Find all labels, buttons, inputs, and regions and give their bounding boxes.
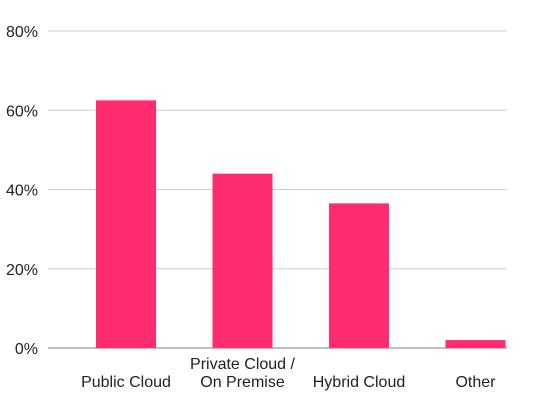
x-category-label: Public Cloud <box>81 374 171 391</box>
bar <box>445 340 506 348</box>
x-category-label: Hybrid Cloud <box>313 374 405 391</box>
bars <box>96 100 506 348</box>
x-category-label-line: Private Cloud / <box>190 356 295 373</box>
x-axis-category-labels: Public Cloud Private Cloud / On Premise Hyb… <box>81 356 496 391</box>
bar <box>212 173 273 348</box>
y-tick-label: 0% <box>15 341 38 358</box>
y-tick-label: 60% <box>6 103 38 120</box>
y-tick-label: 20% <box>6 262 38 279</box>
bar <box>329 203 389 348</box>
bar <box>96 100 156 348</box>
x-category-label-line: Public Cloud <box>81 374 171 391</box>
x-category-label-line: On Premise <box>200 374 285 391</box>
x-category-label-line: Hybrid Cloud <box>313 374 405 391</box>
x-category-label: Other <box>455 374 496 391</box>
y-tick-label: 80% <box>6 24 38 41</box>
x-category-label: Private Cloud / On Premise <box>190 356 295 391</box>
x-category-label-line: Other <box>455 374 496 391</box>
y-tick-label: 40% <box>6 183 38 200</box>
y-axis-tick-labels: 0% 20% 40% 60% 80% <box>6 24 38 358</box>
